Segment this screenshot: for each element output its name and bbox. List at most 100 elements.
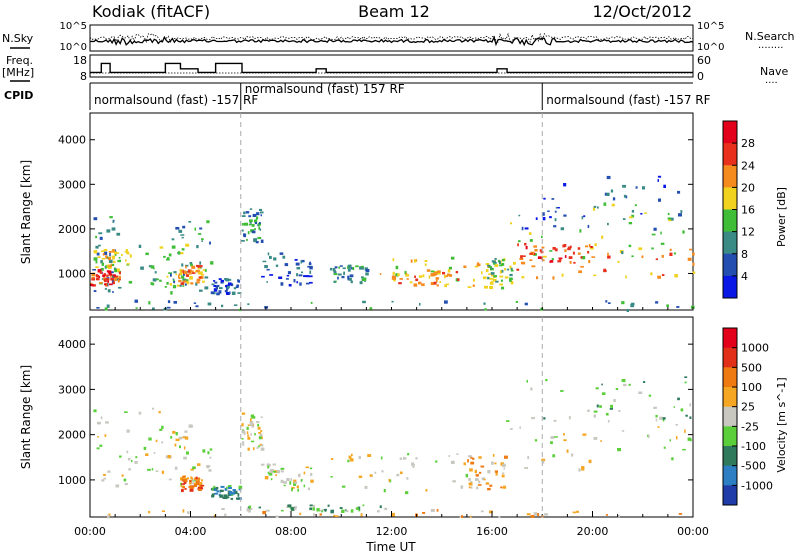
- range-cell: [305, 466, 309, 469]
- range-cell: [309, 504, 313, 507]
- range-cell: [578, 468, 581, 472]
- range-cell: [258, 436, 262, 440]
- range-cell: [282, 255, 286, 259]
- range-cell: [495, 280, 499, 283]
- noise-right-tick-bottom: 10^0: [697, 42, 724, 53]
- range-cell: [207, 302, 212, 306]
- range-cell: [533, 512, 538, 516]
- range-cell: [610, 189, 614, 193]
- range-cell: [343, 271, 345, 275]
- range-cell: [638, 391, 643, 394]
- range-cell: [349, 277, 352, 281]
- range-cell: [542, 460, 545, 464]
- range-cell: [105, 421, 109, 424]
- range-cell: [171, 245, 176, 249]
- range-cell: [95, 274, 99, 278]
- range-cell: [490, 274, 494, 277]
- range-cell: [228, 282, 232, 286]
- range-cell: [433, 271, 437, 274]
- colorbar-swatch: [723, 328, 737, 349]
- range-cell: [621, 379, 626, 383]
- range-cell: [411, 463, 415, 466]
- colorbar-tick-label: -500: [741, 460, 766, 473]
- range-cell: [563, 439, 567, 442]
- range-cell: [224, 488, 228, 491]
- range-cell: [606, 192, 610, 196]
- range-cell: [231, 493, 234, 496]
- x-tick-label: 12:00: [376, 525, 408, 538]
- velocity-panel-frame: [89, 316, 694, 518]
- range-cell: [180, 482, 182, 486]
- range-cell: [178, 251, 181, 255]
- range-cell: [392, 258, 395, 262]
- range-cell: [143, 446, 147, 450]
- range-cell: [101, 250, 105, 252]
- range-cell: [669, 248, 672, 251]
- range-cell: [605, 300, 608, 303]
- range-cell: [107, 289, 111, 293]
- range-cell: [494, 264, 499, 267]
- range-cell: [104, 434, 107, 437]
- range-cell: [194, 482, 198, 486]
- range-cell: [361, 266, 365, 270]
- range-cell: [469, 515, 472, 518]
- range-cell: [319, 513, 322, 516]
- range-cell: [90, 282, 93, 285]
- range-cell: [124, 251, 128, 253]
- range-cell: [249, 421, 254, 424]
- range-cell: [631, 255, 634, 258]
- range-cell: [173, 271, 177, 274]
- range-cell: [576, 510, 579, 513]
- range-cell: [199, 227, 203, 230]
- range-cell: [167, 455, 171, 459]
- range-cell: [690, 438, 692, 442]
- range-cell: [299, 282, 302, 286]
- range-cell: [104, 273, 107, 277]
- range-cell: [259, 208, 263, 211]
- range-cell: [182, 225, 186, 229]
- y-tick-label: 2000: [58, 429, 86, 442]
- range-cell: [296, 281, 299, 284]
- range-cell: [469, 468, 473, 472]
- range-cell: [91, 272, 96, 277]
- range-cell: [287, 504, 292, 508]
- range-cell: [250, 440, 255, 443]
- range-cell: [241, 441, 245, 444]
- range-cell: [191, 478, 195, 481]
- range-cell: [415, 457, 418, 460]
- power-ylabel: Slant Range [km]: [19, 160, 33, 264]
- range-cell: [535, 217, 538, 220]
- range-cell: [244, 222, 248, 226]
- range-cell: [125, 259, 127, 262]
- velocity-xlabel: Time UT: [365, 540, 416, 554]
- range-cell: [193, 484, 197, 487]
- range-cell: [529, 252, 533, 255]
- range-cell: [448, 274, 453, 277]
- y-tick-label: 4000: [58, 338, 86, 351]
- range-cell: [300, 260, 303, 264]
- range-cell: [135, 456, 138, 459]
- range-cell: [313, 513, 316, 516]
- range-cell: [289, 481, 292, 485]
- range-cell: [607, 255, 611, 259]
- range-cell: [100, 416, 103, 420]
- range-cell: [485, 269, 489, 273]
- range-cell: [269, 255, 272, 259]
- range-cell: [687, 437, 691, 441]
- range-cell: [550, 441, 553, 445]
- range-cell: [183, 270, 188, 275]
- range-cell: [184, 479, 188, 482]
- range-cell: [643, 381, 646, 383]
- range-cell: [266, 268, 270, 271]
- range-cell: [477, 262, 479, 265]
- range-cell: [337, 276, 339, 280]
- range-cell: [329, 267, 333, 271]
- range-cell: [259, 222, 261, 225]
- range-cell: [153, 452, 156, 454]
- range-cell: [509, 273, 513, 277]
- range-cell: [269, 463, 271, 467]
- range-cell: [241, 430, 245, 434]
- range-cell: [392, 271, 395, 275]
- range-cell: [184, 436, 189, 440]
